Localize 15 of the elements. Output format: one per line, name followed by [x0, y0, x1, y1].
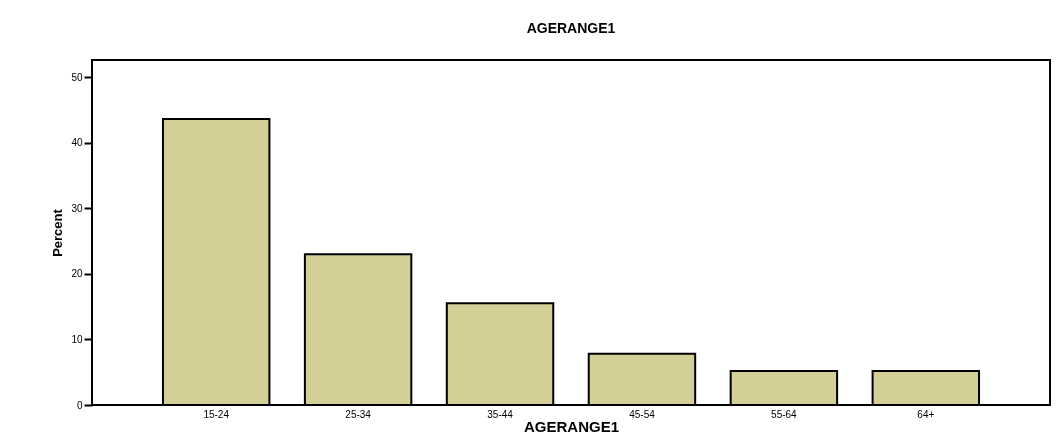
x-tick-label: 64+ [917, 408, 935, 420]
x-tick-label: 45-54 [629, 408, 656, 420]
y-tick-label: 30 [71, 202, 83, 214]
x-axis-title: AGERANGE1 [523, 417, 620, 435]
y-tick-label: 50 [71, 71, 83, 83]
x-tick-label: 15-24 [203, 408, 230, 420]
y-tick-label: 10 [71, 333, 83, 345]
chart-title: AGERANGE1 [526, 20, 616, 36]
x-tick-label: 25-34 [345, 408, 372, 420]
x-tick-label: 35-44 [487, 408, 514, 420]
y-tick-label: 20 [71, 268, 83, 280]
x-tick-label: 55-64 [771, 408, 798, 420]
y-tick-label: 40 [71, 137, 83, 149]
y-tick-label: 0 [76, 399, 83, 411]
y-axis-title: Percent [50, 208, 66, 257]
